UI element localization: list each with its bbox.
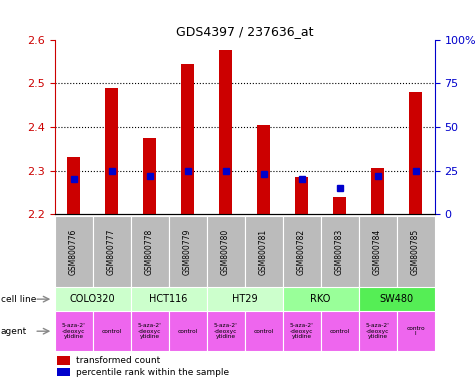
- Text: control: control: [102, 329, 122, 334]
- Text: RKO: RKO: [311, 294, 331, 304]
- Text: cell line: cell line: [1, 295, 36, 304]
- Text: 5-aza-2'
-deoxyc
ytidine: 5-aza-2' -deoxyc ytidine: [62, 323, 86, 339]
- Bar: [397, 216, 435, 287]
- Text: 5-aza-2'
-deoxyc
ytidine: 5-aza-2' -deoxyc ytidine: [290, 323, 314, 339]
- Text: control: control: [254, 329, 274, 334]
- Title: GDS4397 / 237636_at: GDS4397 / 237636_at: [176, 25, 314, 38]
- Bar: [131, 287, 207, 311]
- Text: GSM800777: GSM800777: [107, 228, 116, 275]
- Bar: [55, 311, 93, 351]
- Bar: [397, 311, 435, 351]
- Bar: [359, 287, 435, 311]
- Bar: [409, 92, 422, 214]
- Bar: [219, 50, 232, 214]
- Text: control: control: [330, 329, 350, 334]
- Bar: [321, 311, 359, 351]
- Bar: [283, 287, 359, 311]
- Bar: [131, 311, 169, 351]
- Bar: [207, 311, 245, 351]
- Bar: [371, 169, 384, 214]
- Text: transformed count: transformed count: [76, 356, 160, 365]
- Bar: [207, 216, 245, 287]
- Text: GSM800781: GSM800781: [259, 228, 268, 275]
- Bar: [93, 216, 131, 287]
- Bar: [57, 368, 70, 376]
- Text: 5-aza-2'
-deoxyc
ytidine: 5-aza-2' -deoxyc ytidine: [138, 323, 162, 339]
- Bar: [283, 311, 321, 351]
- Bar: [181, 64, 194, 214]
- Text: GSM800780: GSM800780: [221, 228, 230, 275]
- Text: control: control: [178, 329, 198, 334]
- Bar: [169, 311, 207, 351]
- Bar: [143, 138, 156, 214]
- Text: GSM800782: GSM800782: [297, 228, 306, 275]
- Text: GSM800785: GSM800785: [411, 228, 420, 275]
- Bar: [295, 177, 308, 214]
- Text: agent: agent: [1, 327, 27, 336]
- Bar: [93, 311, 131, 351]
- Text: GSM800778: GSM800778: [145, 228, 154, 275]
- Text: COLO320: COLO320: [70, 294, 115, 304]
- Bar: [245, 216, 283, 287]
- Bar: [283, 216, 321, 287]
- Text: SW480: SW480: [380, 294, 414, 304]
- Bar: [359, 311, 397, 351]
- Bar: [67, 157, 80, 214]
- Text: percentile rank within the sample: percentile rank within the sample: [76, 368, 228, 377]
- Bar: [57, 356, 70, 364]
- Bar: [207, 287, 283, 311]
- Text: HT29: HT29: [232, 294, 257, 304]
- Text: HCT116: HCT116: [150, 294, 188, 304]
- Text: GSM800784: GSM800784: [373, 228, 382, 275]
- Text: GSM800776: GSM800776: [69, 228, 78, 275]
- Bar: [131, 216, 169, 287]
- Bar: [359, 216, 397, 287]
- Bar: [321, 216, 359, 287]
- Text: GSM800783: GSM800783: [335, 228, 344, 275]
- Text: 5-aza-2'
-deoxyc
ytidine: 5-aza-2' -deoxyc ytidine: [366, 323, 389, 339]
- Text: GSM800779: GSM800779: [183, 228, 192, 275]
- Text: contro
l: contro l: [406, 326, 425, 336]
- Bar: [105, 88, 118, 214]
- Bar: [169, 216, 207, 287]
- Text: 5-aza-2'
-deoxyc
ytidine: 5-aza-2' -deoxyc ytidine: [214, 323, 238, 339]
- Bar: [245, 311, 283, 351]
- Bar: [333, 197, 346, 214]
- Bar: [257, 125, 270, 214]
- Bar: [55, 287, 131, 311]
- Bar: [55, 216, 93, 287]
